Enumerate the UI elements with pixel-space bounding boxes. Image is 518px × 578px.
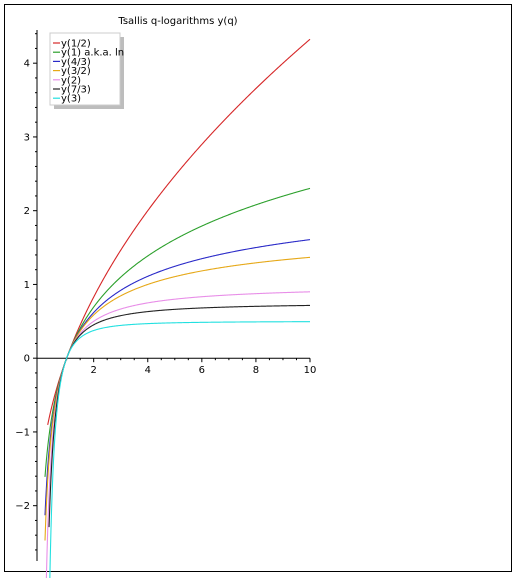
y-tick-label: 0: [24, 354, 30, 365]
series-line-5: [48, 304, 311, 528]
x-tick-label: 8: [253, 365, 259, 376]
legend: y(1/2)y(1) a.k.a. lny(4/3)y(3/2)y(2)y(7/…: [49, 32, 124, 109]
series-line-4: [45, 291, 311, 578]
legend-label: y(7/3): [61, 85, 91, 96]
curves: [44, 38, 311, 578]
legend-box: [49, 32, 121, 106]
series-line-3: [44, 256, 311, 541]
x-tick-label: 4: [145, 365, 151, 376]
y-tick-label: 3: [24, 132, 30, 143]
y-tick-label: 1: [24, 280, 30, 291]
legend-label: y(1) a.k.a. ln: [61, 48, 124, 59]
series-line-6: [49, 321, 310, 578]
legend-label: y(3/2): [61, 66, 91, 77]
figure-frame: [4, 4, 512, 572]
x-tick-label: 6: [199, 365, 205, 376]
y-tick-label: 2: [24, 206, 30, 217]
x-tick-label: 2: [90, 365, 96, 376]
series-line-1: [44, 187, 311, 477]
x-tick-label: 10: [304, 365, 317, 376]
y-tick-label: −1: [15, 427, 30, 438]
chart-title: Tsallis q-logarithms y(q): [117, 16, 237, 27]
axes: 2 4 6 8 10 −2 −1 0 1 2 3 4: [15, 30, 316, 561]
y-tick-label: 4: [24, 59, 30, 70]
legend-label: y(2): [61, 75, 81, 86]
y-tick-label: −2: [15, 501, 30, 512]
series-line-2: [44, 239, 311, 516]
series-line-0: [47, 38, 311, 426]
legend-label: y(4/3): [61, 57, 91, 68]
legend-label: y(3): [61, 94, 81, 105]
legend-label: y(1/2): [61, 39, 91, 50]
